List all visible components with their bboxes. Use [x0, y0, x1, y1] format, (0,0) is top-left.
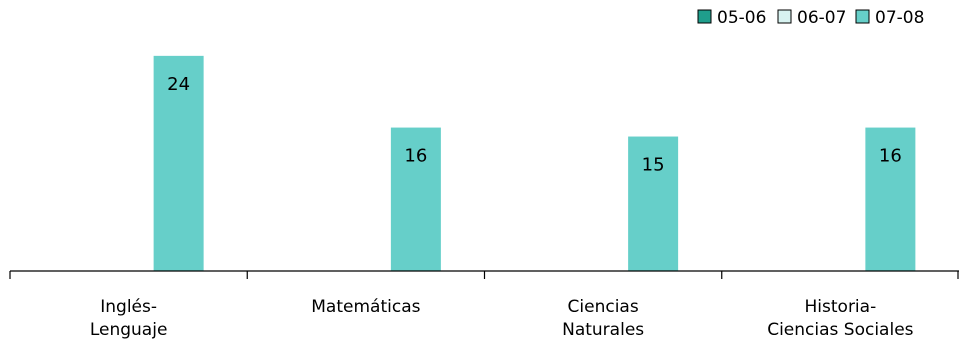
data-label: 24 — [167, 74, 190, 95]
x-tick-label: Inglés-Lenguaje — [90, 297, 168, 340]
data-label: 15 — [642, 155, 665, 176]
legend-label-06-07: 06-07 — [797, 8, 846, 28]
legend-swatch-07-08 — [855, 9, 870, 24]
legend-swatch-05-06 — [697, 9, 712, 24]
bars-group: 24 16 15 16 — [153, 55, 916, 271]
x-tick-label: Historia-Ciencias Sociales — [767, 297, 913, 340]
bar-07-08-0 — [153, 55, 204, 271]
legend-label-05-06: 05-06 — [717, 8, 766, 28]
chart-legend: 05-06 06-07 07-08 — [697, 8, 924, 28]
bar-07-08-1 — [390, 127, 441, 271]
x-tick-label: Ciencias Naturales — [562, 297, 644, 340]
x-tick-label: Matemáticas — [311, 297, 420, 317]
bar-07-08-2 — [628, 136, 679, 271]
data-label: 16 — [404, 146, 427, 167]
x-axis — [9, 270, 959, 279]
bar-07-08-3 — [865, 127, 916, 271]
x-tick-labels: Inglés-Lenguaje Matemáticas Ciencias Natura… — [90, 297, 914, 340]
legend-swatch-06-07 — [777, 9, 792, 24]
legend-label-07-08: 07-08 — [875, 8, 924, 28]
data-label: 16 — [879, 146, 902, 167]
